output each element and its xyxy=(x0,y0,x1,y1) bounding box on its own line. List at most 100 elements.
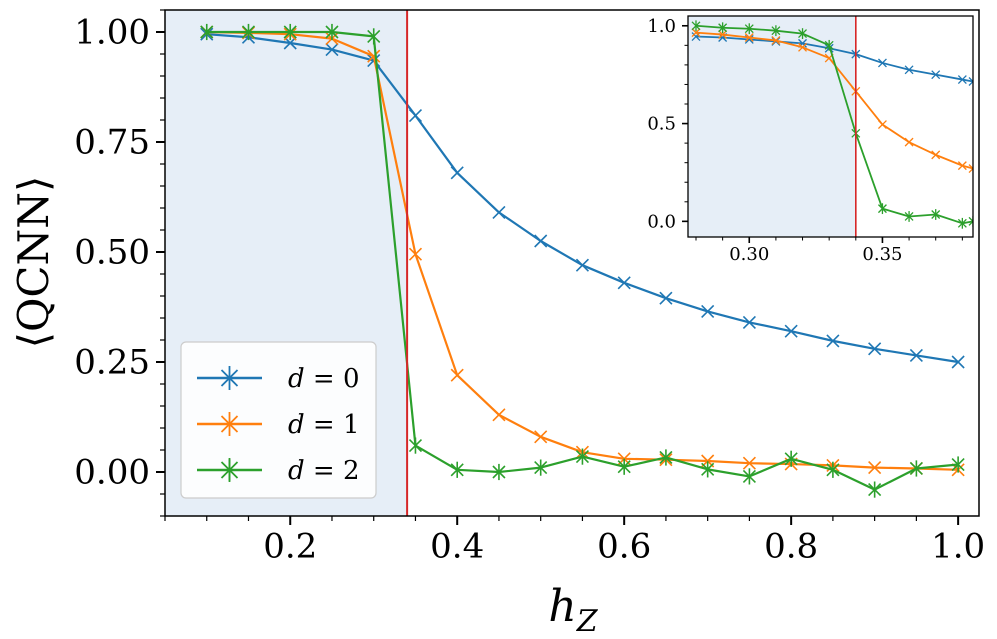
data-point xyxy=(701,304,715,318)
data-point xyxy=(951,355,965,369)
data-point xyxy=(957,161,967,171)
x-tick: 1.0 xyxy=(931,516,985,566)
series-line xyxy=(695,24,973,225)
y-tick-label: 0.50 xyxy=(74,233,150,273)
data-point xyxy=(691,28,701,38)
inset-plot-frame xyxy=(687,15,974,238)
data-point xyxy=(904,65,914,75)
data-point xyxy=(784,324,798,338)
data-point xyxy=(617,276,631,290)
data-point xyxy=(691,32,701,41)
data-point xyxy=(824,39,834,51)
series-1 xyxy=(691,28,973,174)
data-point xyxy=(904,211,914,222)
data-point xyxy=(742,315,756,329)
x-tick: 0.2 xyxy=(263,516,317,566)
data-point xyxy=(826,334,840,348)
data-point xyxy=(450,461,464,478)
y-tick-label: 0.0 xyxy=(647,211,676,232)
main-x-ticks: 0.2 0.4 0.6 0.8 1.0 xyxy=(164,516,985,566)
data-point xyxy=(408,247,423,261)
y-tick-label: 0.75 xyxy=(74,123,150,163)
main-plot: 0.2 0.4 0.6 0.8 1.0 0.00 0.25 0.50 0.75 1.00 xyxy=(74,9,985,566)
data-point xyxy=(968,77,973,86)
data-point xyxy=(868,461,882,475)
data-point xyxy=(408,109,423,123)
data-point xyxy=(744,23,754,35)
y-tick-label: 0.5 xyxy=(647,114,676,135)
data-point xyxy=(931,209,941,220)
data-point xyxy=(771,36,781,46)
data-point xyxy=(450,166,464,180)
data-point xyxy=(617,458,631,475)
data-point xyxy=(450,368,464,382)
series-2 xyxy=(200,23,965,498)
series-line xyxy=(695,31,973,170)
inset-series-group xyxy=(691,20,973,229)
data-point xyxy=(957,75,967,85)
legend-item: d = 0 xyxy=(197,364,360,394)
series-line xyxy=(695,35,973,83)
data-point xyxy=(534,234,548,248)
data-point xyxy=(659,449,673,466)
y-tick-label: 0.00 xyxy=(74,453,150,493)
data-point xyxy=(744,33,754,42)
data-point xyxy=(868,342,882,356)
x-tick-label: 0.6 xyxy=(597,526,651,566)
data-point xyxy=(241,23,256,41)
data-point xyxy=(367,49,381,63)
data-point xyxy=(798,42,807,52)
x-tick-label: 0.2 xyxy=(263,526,317,566)
data-point xyxy=(718,22,728,34)
data-point xyxy=(868,481,882,498)
data-point xyxy=(575,258,590,272)
data-point xyxy=(325,43,339,57)
data-point xyxy=(931,70,941,80)
data-point xyxy=(742,468,756,485)
y-tick: 1.00 xyxy=(74,13,165,53)
x-tick-label: 0.35 xyxy=(862,244,902,265)
inset-x-ticks: 0.30 0.35 xyxy=(695,237,963,265)
main-series-group xyxy=(200,23,965,498)
legend-item: d = 1 xyxy=(197,410,360,440)
data-point xyxy=(909,348,923,362)
data-point xyxy=(200,23,214,41)
x-tick-label: 0.8 xyxy=(764,526,818,566)
data-point xyxy=(492,463,506,481)
y-tick: 0.00 xyxy=(74,453,165,493)
data-point xyxy=(771,35,781,45)
data-point xyxy=(904,137,914,147)
legend-label: d = 2 xyxy=(288,456,360,486)
data-point xyxy=(659,291,673,305)
series-2 xyxy=(691,20,973,229)
data-point xyxy=(691,20,701,32)
data-point xyxy=(575,448,590,465)
main-plot-frame xyxy=(164,9,980,517)
data-point xyxy=(826,461,840,478)
data-point xyxy=(718,30,728,40)
data-point xyxy=(931,150,941,160)
data-point xyxy=(951,456,965,473)
data-point xyxy=(534,430,548,444)
data-point xyxy=(877,58,887,68)
data-point xyxy=(784,450,798,467)
data-point xyxy=(957,217,967,229)
data-point xyxy=(877,120,887,130)
inset-plot: 0.30 0.35 0.0 0.5 1.0 xyxy=(647,15,974,265)
data-point xyxy=(534,459,548,476)
data-point xyxy=(968,164,973,174)
data-point xyxy=(408,437,423,454)
x-tick: 0.8 xyxy=(764,516,818,566)
y-tick-label: 1.0 xyxy=(647,16,676,37)
x-tick-label: 1.0 xyxy=(931,526,985,566)
data-point xyxy=(325,23,339,41)
data-point xyxy=(367,28,381,45)
data-point xyxy=(492,408,506,422)
x-tick-label: 0.4 xyxy=(430,526,484,566)
data-point xyxy=(968,215,973,227)
data-point xyxy=(283,23,297,41)
y-tick-label: 1.00 xyxy=(74,13,150,53)
data-point xyxy=(877,203,887,215)
main-y-ticks: 0.00 0.25 0.50 0.75 1.00 xyxy=(74,9,165,517)
data-point xyxy=(742,456,756,470)
